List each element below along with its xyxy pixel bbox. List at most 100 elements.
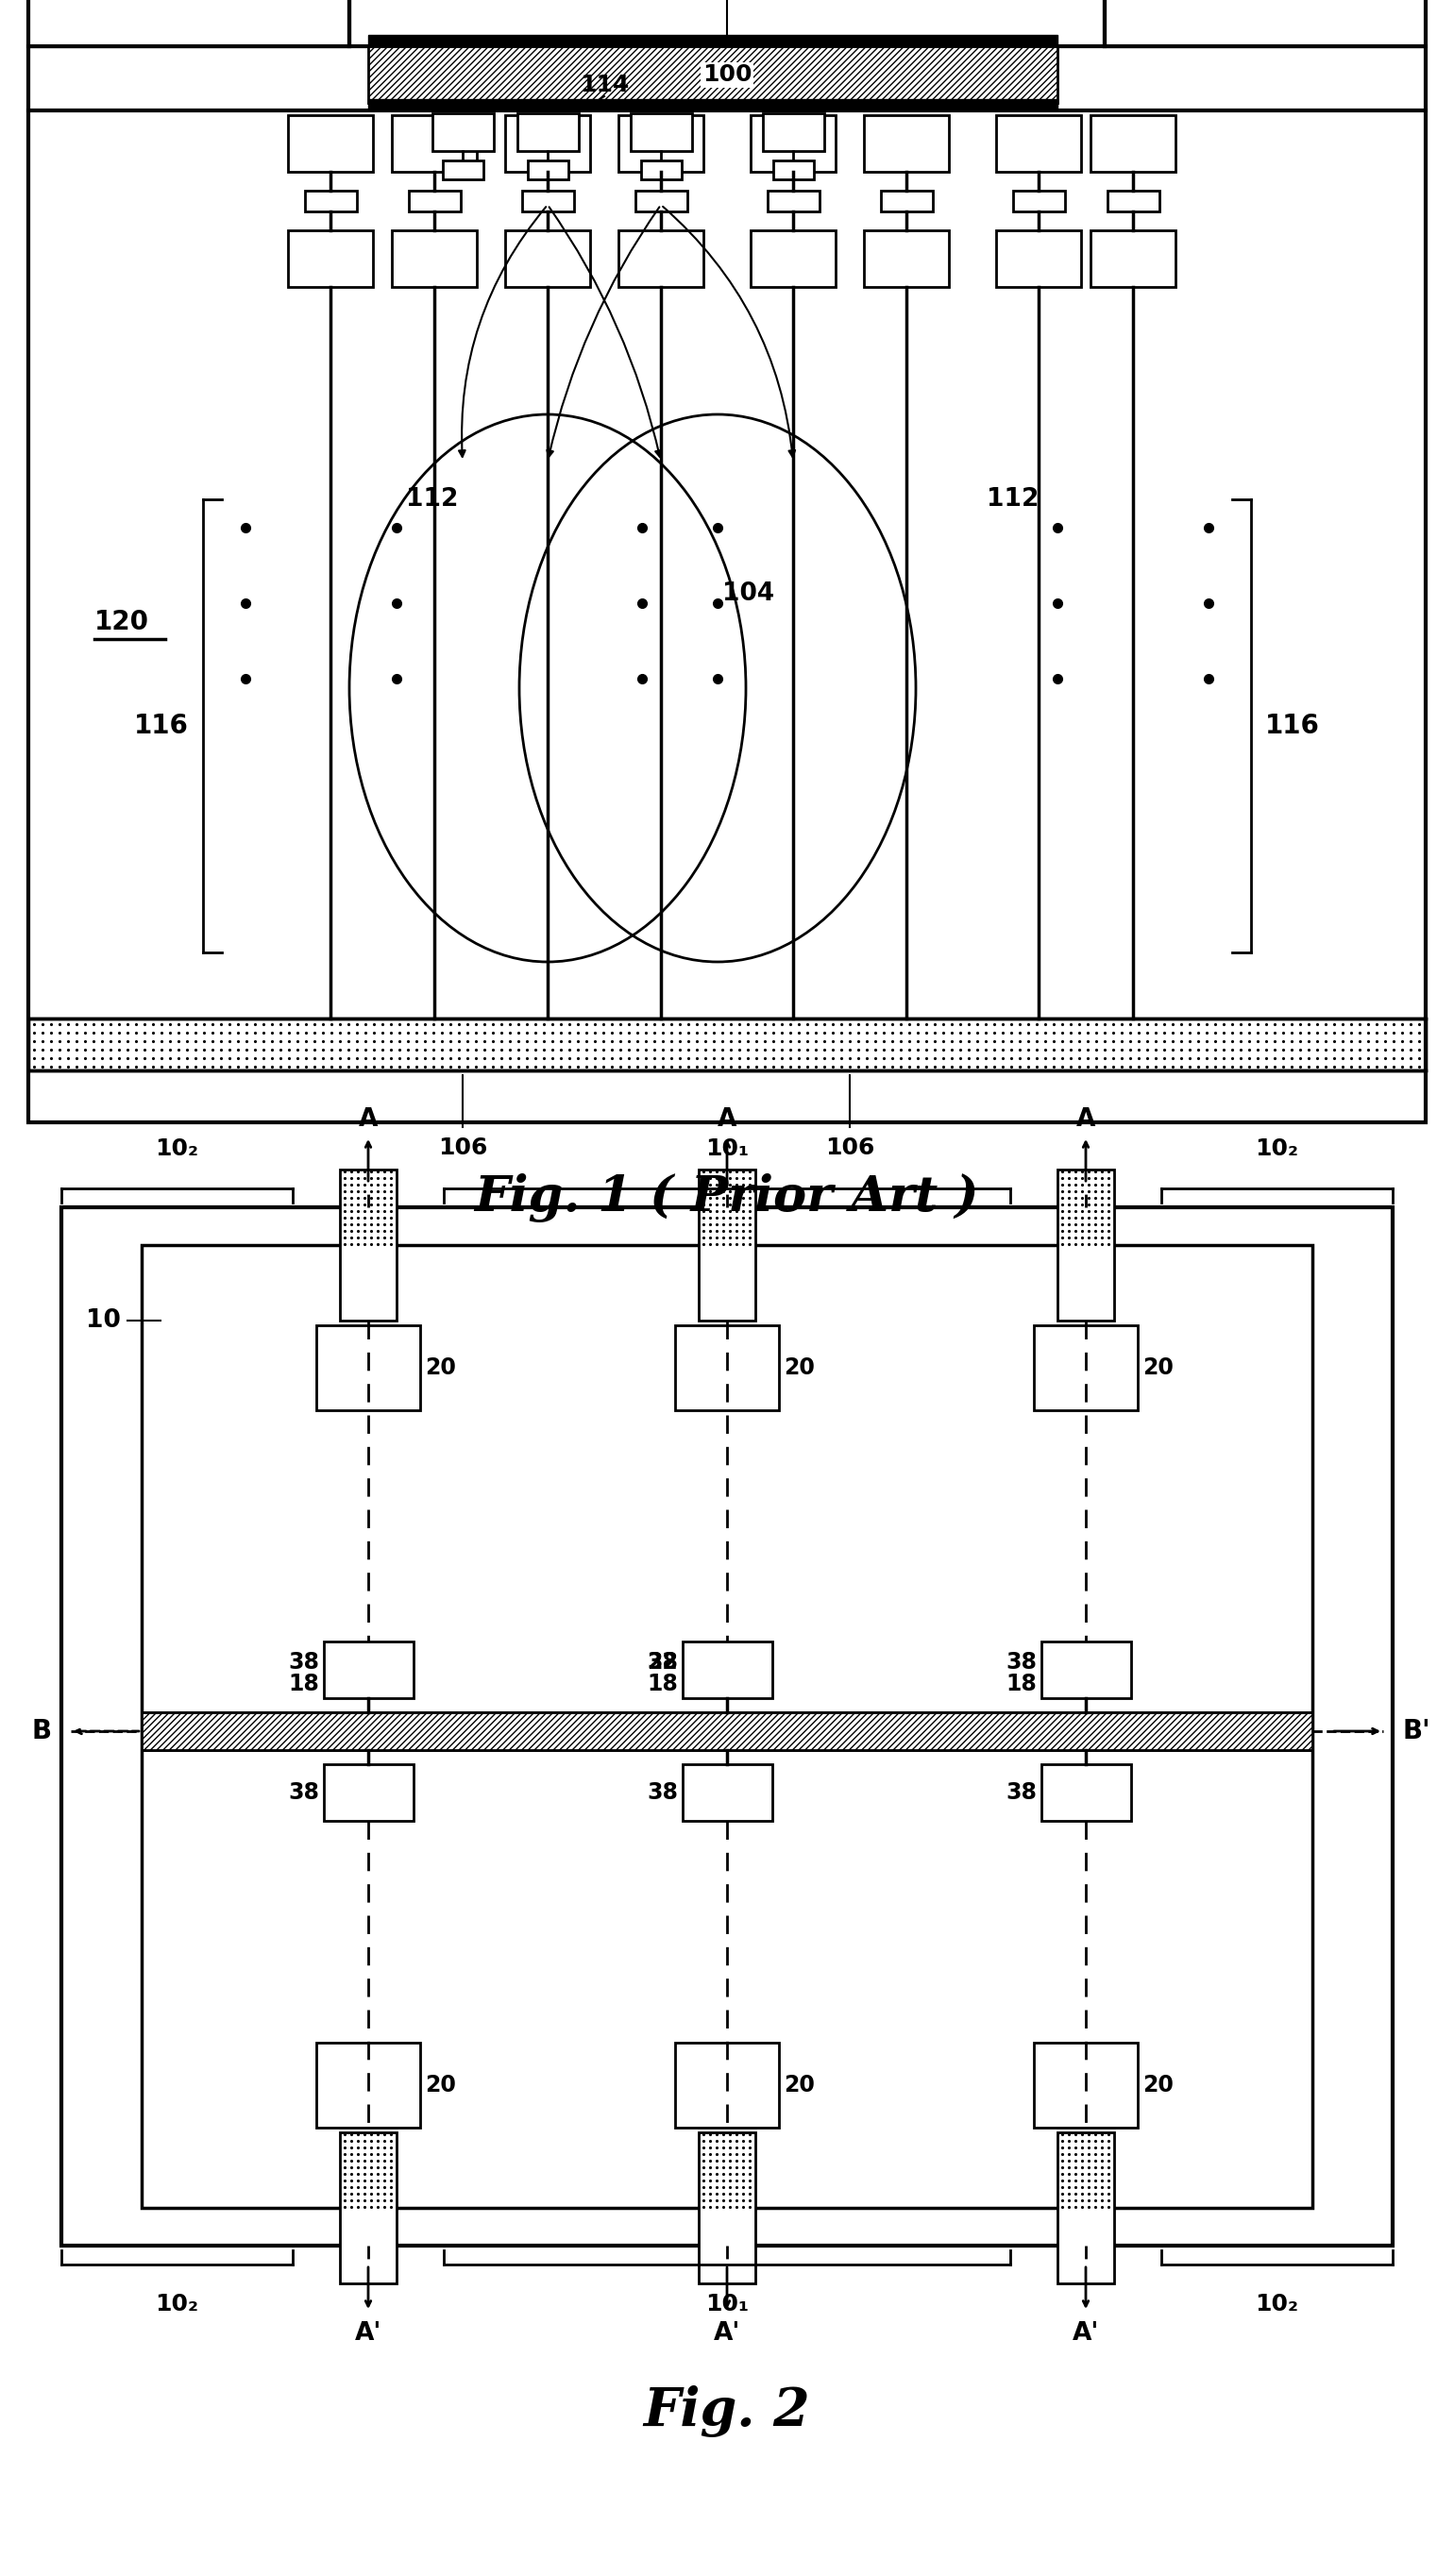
Bar <box>141 1244 1313 2208</box>
Text: 10₂: 10₂ <box>1255 2293 1298 2316</box>
Text: 18: 18 <box>1006 1672 1037 1695</box>
Text: 116: 116 <box>134 714 189 739</box>
Bar <box>864 116 949 173</box>
Bar <box>528 160 569 180</box>
Bar <box>61 1208 1393 2246</box>
Bar <box>675 1324 779 1409</box>
Text: A: A <box>1076 1108 1095 1131</box>
Text: 104: 104 <box>723 582 775 605</box>
Bar <box>368 36 1057 46</box>
Text: A': A' <box>355 2321 381 2347</box>
Bar <box>288 229 372 286</box>
Text: B': B' <box>1402 1718 1431 1744</box>
Text: 38: 38 <box>647 1780 678 1803</box>
Bar <box>324 1765 413 1821</box>
Bar <box>368 46 1057 103</box>
Text: A': A' <box>714 2321 740 2347</box>
Bar <box>1090 116 1175 173</box>
Text: A: A <box>359 1108 378 1131</box>
FancyArrowPatch shape <box>547 206 660 456</box>
Bar <box>324 1641 413 1698</box>
Text: 120: 120 <box>95 608 150 636</box>
Bar <box>1041 1641 1131 1698</box>
Text: 22: 22 <box>647 1651 678 1674</box>
Bar <box>28 0 349 46</box>
Bar <box>1013 191 1064 211</box>
Bar <box>1034 2043 1137 2128</box>
Bar <box>288 116 372 173</box>
Bar <box>750 229 836 286</box>
Bar <box>1041 1765 1131 1821</box>
Bar <box>763 113 824 152</box>
Text: 38: 38 <box>1006 1651 1037 1674</box>
Bar <box>391 229 477 286</box>
Text: 18: 18 <box>647 1672 678 1695</box>
Bar <box>881 191 933 211</box>
Text: 20: 20 <box>425 1358 457 1378</box>
Text: 106: 106 <box>824 1136 874 1159</box>
Bar <box>28 1018 1426 1072</box>
Text: 38: 38 <box>647 1651 678 1674</box>
Text: 100: 100 <box>702 64 752 85</box>
Text: 20: 20 <box>425 2074 457 2097</box>
Text: Fig. 1 ( Prior Art ): Fig. 1 ( Prior Art ) <box>474 1172 980 1224</box>
Bar <box>631 113 692 152</box>
Bar <box>864 229 949 286</box>
Bar <box>141 1713 1313 1749</box>
Bar <box>641 160 682 180</box>
Text: 38: 38 <box>288 1780 318 1803</box>
Bar <box>1057 1170 1114 1321</box>
Text: 18: 18 <box>288 1672 318 1695</box>
Text: 20: 20 <box>784 2074 814 2097</box>
Bar <box>340 2133 397 2282</box>
Bar <box>28 46 1426 1123</box>
Bar <box>1034 1324 1137 1409</box>
Text: 20: 20 <box>784 1358 814 1378</box>
Bar <box>768 191 820 211</box>
FancyArrowPatch shape <box>663 206 795 456</box>
Text: 10₁: 10₁ <box>705 2293 749 2316</box>
Text: 106: 106 <box>438 1136 487 1159</box>
Text: 20: 20 <box>1143 1358 1173 1378</box>
Text: 10₂: 10₂ <box>1255 1139 1298 1159</box>
Bar <box>505 229 590 286</box>
Text: 38: 38 <box>1006 1780 1037 1803</box>
Bar <box>675 2043 779 2128</box>
Bar <box>368 98 1057 111</box>
Text: 10₂: 10₂ <box>154 2293 198 2316</box>
Bar <box>699 1170 755 1321</box>
Text: 10₂: 10₂ <box>154 1139 198 1159</box>
Bar <box>750 116 836 173</box>
Text: 116: 116 <box>1265 714 1320 739</box>
Bar <box>618 116 704 173</box>
Text: B: B <box>32 1718 52 1744</box>
Bar <box>305 191 356 211</box>
Bar <box>1090 229 1175 286</box>
Bar <box>618 229 704 286</box>
Bar <box>409 191 461 211</box>
Text: A': A' <box>1073 2321 1099 2347</box>
Bar <box>340 1170 397 1321</box>
Bar <box>682 1765 772 1821</box>
Bar <box>317 2043 420 2128</box>
Bar <box>996 116 1082 173</box>
Bar <box>1057 2133 1114 2282</box>
Bar <box>518 113 579 152</box>
Bar <box>1105 0 1426 46</box>
Text: 112: 112 <box>406 487 458 513</box>
Text: 112: 112 <box>986 487 1038 513</box>
Bar <box>432 113 494 152</box>
Bar <box>317 1324 420 1409</box>
Bar <box>505 116 590 173</box>
FancyArrowPatch shape <box>459 206 545 456</box>
Bar <box>682 1641 772 1698</box>
Text: 10: 10 <box>86 1309 121 1332</box>
Bar <box>774 160 814 180</box>
Text: 10₁: 10₁ <box>705 1139 749 1159</box>
Bar <box>443 160 483 180</box>
Bar <box>996 229 1082 286</box>
Bar <box>522 191 574 211</box>
Text: Fig. 2: Fig. 2 <box>644 2385 810 2437</box>
FancyArrowPatch shape <box>550 206 662 456</box>
Bar <box>699 2133 755 2282</box>
